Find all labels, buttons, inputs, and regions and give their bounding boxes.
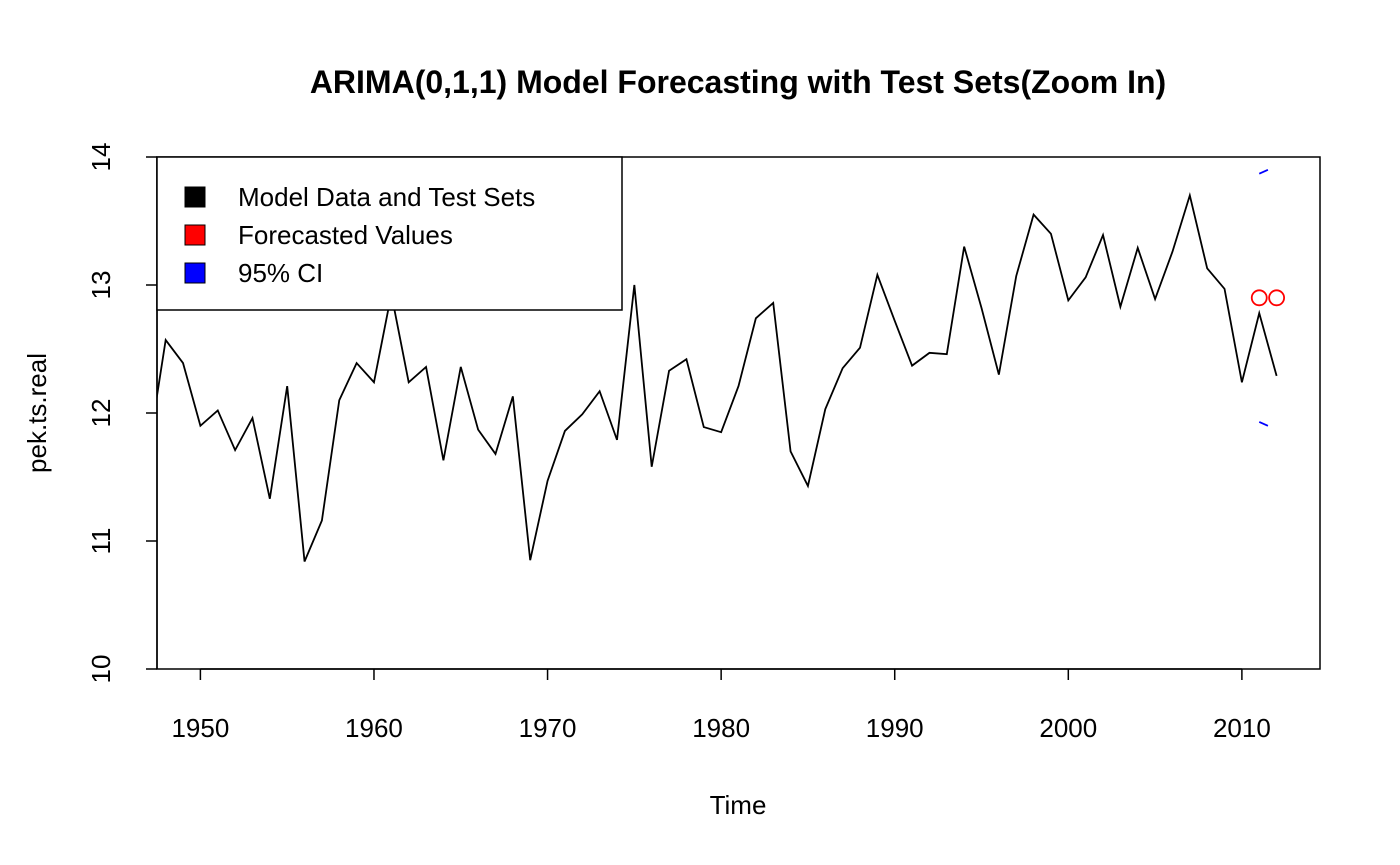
y-tick-label: 11 xyxy=(86,528,116,555)
legend-swatch xyxy=(184,186,206,208)
y-tick-label: 14 xyxy=(86,143,116,172)
x-tick-label: 1950 xyxy=(171,713,229,743)
chart-title: ARIMA(0,1,1) Model Forecasting with Test… xyxy=(310,64,1166,100)
legend-label: Forecasted Values xyxy=(238,220,453,250)
x-axis-label: Time xyxy=(710,790,767,820)
forecast-point xyxy=(1250,289,1268,307)
x-axis: 1950 1960 1970 1980 1990 2000 2010 xyxy=(171,668,1271,743)
ci-upper-segment xyxy=(1258,168,1269,175)
legend-label: Model Data and Test Sets xyxy=(238,182,535,212)
y-axis: 10 11 12 13 14 xyxy=(86,143,158,684)
y-tick-label: 13 xyxy=(86,271,116,300)
legend: Model Data and Test Sets Forecasted Value… xyxy=(156,156,623,311)
forecast-point xyxy=(1268,289,1286,307)
x-tick-label: 1960 xyxy=(345,713,403,743)
legend-box xyxy=(156,156,623,311)
x-tick-label: 1970 xyxy=(519,713,577,743)
legend-swatch xyxy=(184,224,206,246)
legend-label: 95% CI xyxy=(238,258,323,288)
y-tick-label: 10 xyxy=(86,655,116,684)
y-tick-label: 12 xyxy=(86,399,116,428)
y-axis-label: pek.ts.real xyxy=(22,353,52,473)
x-tick-label: 2000 xyxy=(1039,713,1097,743)
ci-lower-segment xyxy=(1258,421,1269,427)
x-tick-label: 1990 xyxy=(866,713,924,743)
plot-area xyxy=(157,168,1286,562)
x-tick-label: 2010 xyxy=(1213,713,1271,743)
series-line xyxy=(157,191,1278,562)
legend-swatch xyxy=(184,262,206,284)
x-tick-label: 1980 xyxy=(692,713,750,743)
